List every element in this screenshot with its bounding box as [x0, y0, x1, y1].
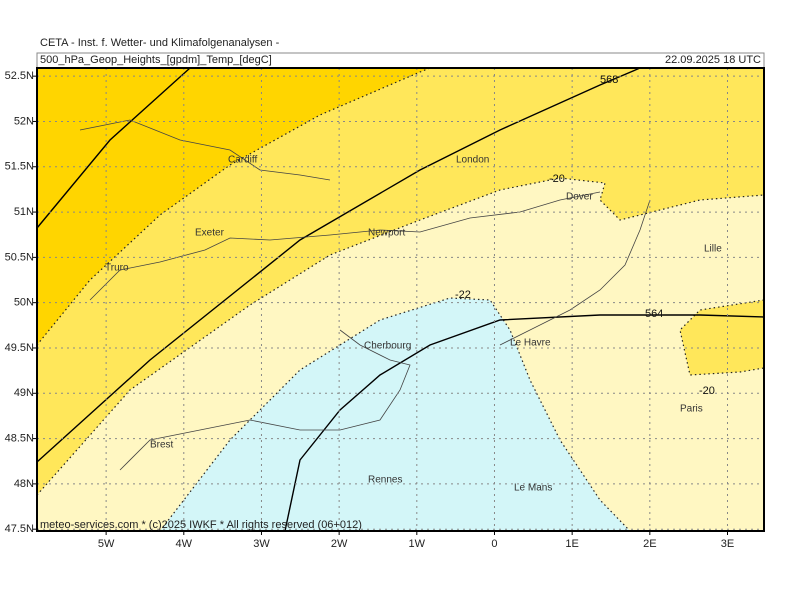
lat-tick-label: 49N	[14, 387, 34, 399]
contour-label: -20	[699, 385, 715, 397]
band-cold	[160, 298, 630, 531]
lon-tick-label: 5W	[98, 538, 115, 550]
city-label: Cardiff	[228, 155, 257, 166]
city-label: Exeter	[195, 228, 225, 239]
coastlines	[79, 119, 651, 471]
lat-tick-label: 52.5N	[5, 70, 34, 82]
lat-tick-label: 50.5N	[5, 251, 34, 263]
city-label: Dover	[566, 192, 593, 203]
lat-tick-label: 50N	[14, 297, 34, 309]
city-label: Truro	[105, 263, 129, 274]
city-label: Newport	[368, 228, 405, 239]
lon-tick-label: 4W	[176, 538, 193, 550]
city-label: Rennes	[368, 475, 402, 486]
map-title: 500_hPa_Geop_Heights_[gpdm]_Temp_[degC]	[40, 54, 272, 66]
lat-tick-label: 49.5N	[5, 342, 34, 354]
contour-label: 568	[600, 74, 618, 86]
map-frame	[36, 67, 765, 532]
contour-labels: 568 -20 -22 564 -20	[455, 74, 715, 397]
lat-tick-label: 48N	[14, 478, 34, 490]
lon-tick-label: 3W	[253, 538, 270, 550]
lon-tick-label: 1E	[565, 538, 578, 550]
lon-tick-label: 2E	[643, 538, 656, 550]
city-label: Brest	[150, 440, 174, 451]
city-label: Le Havre	[510, 338, 551, 349]
temp-isotherms	[36, 67, 765, 532]
city-label: Lille	[704, 244, 722, 255]
lat-tick-label: 51.5N	[5, 161, 34, 173]
plot-area	[36, 67, 765, 532]
lon-tick-label: 3E	[721, 538, 734, 550]
grid	[33, 68, 764, 535]
city-label: Paris	[680, 404, 703, 415]
lon-tick-label: 0	[491, 538, 497, 550]
city-labels: Cardiff London Dover Exeter Newport Trur…	[105, 155, 722, 494]
city-label: London	[456, 155, 489, 166]
lat-tick-label: 47.5N	[5, 523, 34, 535]
lon-tick-label: 2W	[331, 538, 348, 550]
datetime: 22.09.2025 18 UTC	[665, 54, 761, 66]
city-label: Cherbourg	[364, 341, 411, 352]
lon-tick-label: 1W	[409, 538, 426, 550]
contour-label: -22	[455, 289, 471, 301]
lat-tick-label: 51N	[14, 206, 34, 218]
institute: CETA - Inst. f. Wetter- und Klimafolgena…	[40, 37, 280, 49]
contour-label: 564	[645, 308, 663, 320]
city-label: Le Mans	[514, 483, 552, 494]
height-contours	[36, 67, 765, 532]
footer: meteo-services.com * (c)2025 IWKF * All …	[40, 519, 362, 531]
contour-label: -20	[549, 173, 565, 185]
lat-tick-label: 48.5N	[5, 432, 34, 444]
band-dark	[37, 68, 430, 345]
lat-tick-label: 52N	[14, 115, 34, 127]
